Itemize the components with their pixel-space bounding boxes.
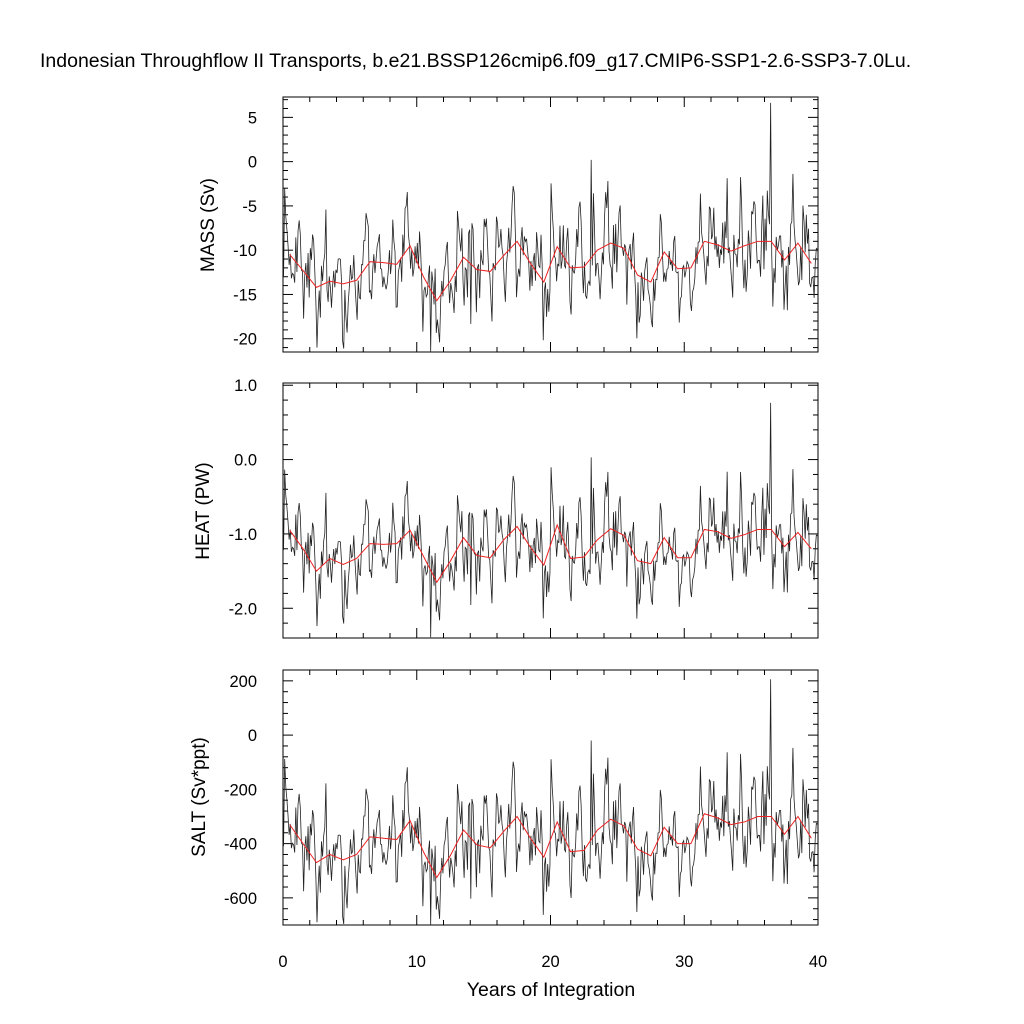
y-tick-label: -2.0: [229, 600, 257, 618]
panel-heat-ylabel: HEAT (PW): [193, 462, 214, 559]
y-tick-label: -10: [233, 242, 257, 260]
y-tick-label: -5: [242, 198, 257, 216]
panel-mass-ylabel: MASS (Sv): [198, 178, 219, 272]
x-tick-label: 20: [541, 953, 559, 971]
panel-salt-ylabel: SALT (Sv*ppt): [189, 737, 210, 857]
x-tick-label: 40: [809, 953, 827, 971]
x-axis-label: Years of Integration: [467, 979, 635, 1001]
x-tick-labels: 0 10 20 30 40: [278, 953, 827, 971]
panel-heat-raw-series: [283, 402, 818, 638]
panel-salt-raw-series: [283, 679, 818, 926]
x-tick-label: 10: [408, 953, 426, 971]
panel-mass-annual-mean-series: [289, 240, 812, 302]
panel-mass-ticks: 5 0 -5 -10 -15 -20: [233, 97, 819, 352]
panel-salt-ticks: 200 0 -200 -400 -600: [224, 669, 819, 925]
panel-salt: 200 0 -200 -400 -600 SALT (Sv*ppt): [189, 669, 819, 926]
y-tick-label: 200: [229, 673, 257, 691]
y-tick-label: 0: [248, 727, 257, 745]
x-tick-label: 0: [278, 953, 287, 971]
y-tick-label: -200: [224, 781, 257, 799]
y-tick-label: -1.0: [229, 526, 257, 544]
y-tick-label: 1.0: [234, 377, 257, 395]
y-tick-label: -15: [233, 286, 257, 304]
panel-mass-raw-series: [283, 102, 818, 353]
y-tick-label: -20: [233, 331, 257, 349]
panel-heat: 1.0 0.0 -1.0 -2.0 HEAT (PW): [193, 377, 819, 639]
panel-mass: 5 0 -5 -10 -15 -20 MASS (Sv): [198, 96, 819, 353]
panel-heat-ticks: 1.0 0.0 -1.0 -2.0: [229, 377, 819, 638]
y-tick-label: 0.0: [234, 452, 257, 470]
chart-title: Indonesian Throughflow II Transports, b.…: [40, 50, 911, 72]
y-tick-label: -600: [224, 890, 257, 908]
y-tick-label: 0: [248, 154, 257, 172]
y-tick-label: 5: [248, 109, 257, 127]
y-tick-label: -400: [224, 836, 257, 854]
panel-heat-annual-mean-series: [289, 523, 812, 584]
panel-salt-annual-mean-series: [289, 813, 812, 879]
x-tick-label: 30: [675, 953, 693, 971]
